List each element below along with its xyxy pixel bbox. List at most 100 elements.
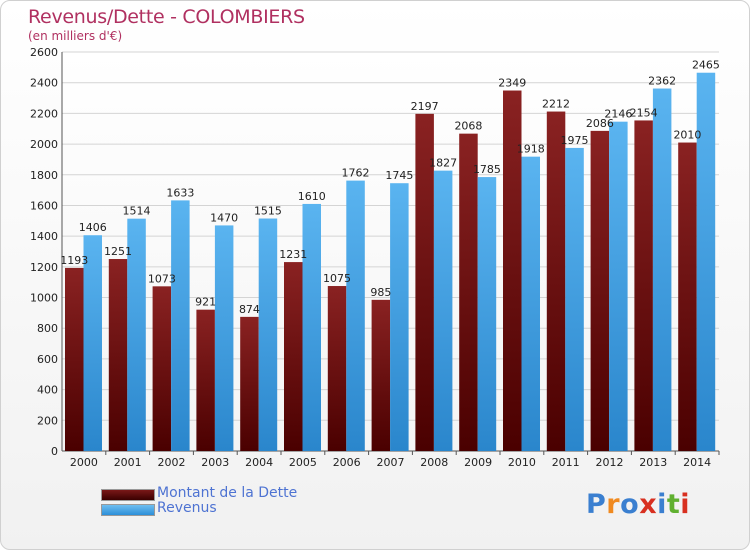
x-tick-label: 2014 [683,456,711,469]
logo-letter: i [657,489,667,520]
y-tick-label: 600 [37,353,58,366]
revenue-bar [83,235,102,451]
y-tick-label: 200 [37,414,58,427]
debt-bar [415,113,434,451]
revenue-bar [171,200,190,451]
revenue-bar [521,156,540,451]
logo-letter: x [639,489,658,520]
debt-bar [459,133,478,451]
logo-letter: r [606,489,621,520]
logo-letter: P [586,489,607,520]
x-tick-label: 2013 [639,456,667,469]
revenue-bar [609,121,628,451]
y-tick-label: 1400 [30,230,58,243]
revenue-bar [346,180,365,451]
revenue-bar [302,203,321,451]
debt-value-label: 874 [239,303,260,316]
y-tick-label: 2200 [30,107,58,120]
debt-value-label: 985 [370,286,391,299]
revenue-bar [696,72,716,451]
debt-bar [284,262,303,451]
x-tick-label: 2001 [114,456,142,469]
debt-bar [634,120,653,451]
debt-bar [327,286,347,451]
y-tick-label: 1800 [30,169,58,182]
revenue-value-label: 1610 [298,190,326,203]
revenue-bar [390,183,409,452]
debt-value-label: 2349 [498,77,526,90]
debt-value-label: 1075 [323,272,351,285]
debt-value-label: 2197 [411,100,439,113]
x-tick-label: 2010 [508,456,536,469]
debt-value-label: 2068 [454,120,482,133]
chart-title: Revenus/Dette - COLOMBIERS [28,6,305,28]
logo-letter: i [680,489,691,520]
x-tick-label: 2007 [377,456,405,469]
debt-bar [546,111,566,451]
y-tick-label: 800 [37,322,58,335]
revenue-bar [258,218,278,451]
debt-bar [678,142,697,452]
logo-letter: t [666,489,681,520]
revenue-value-label: 2146 [604,108,632,121]
legend-label-debt: Montant de la Dette [157,485,298,501]
x-tick-label: 2004 [245,456,273,469]
revenue-value-label: 1918 [517,143,545,156]
x-tick-label: 2012 [596,456,624,469]
x-tick-label: 2006 [333,456,361,469]
y-tick-label: 1000 [30,292,58,305]
debt-value-label: 2212 [542,98,570,111]
debt-bar [240,316,259,451]
revenue-value-label: 2465 [692,59,720,72]
debt-value-label: 1073 [148,272,176,285]
revenue-bar [652,88,672,451]
debt-bar [108,259,128,451]
revenue-value-label: 1762 [342,167,370,180]
logo-letter: o [620,489,640,520]
x-tick-label: 2000 [70,456,98,469]
revenue-value-label: 1515 [254,205,282,218]
y-tick-label: 2000 [30,138,58,151]
x-tick-label: 2011 [552,456,580,469]
revenue-value-label: 1406 [79,221,107,234]
debt-value-label: 2010 [673,129,701,142]
revenue-value-label: 1785 [473,163,501,176]
debt-bar [371,299,391,451]
revenue-bar [127,218,146,451]
x-tick-label: 2008 [420,456,448,469]
x-tick-label: 2003 [201,456,229,469]
legend-label-revenue: Revenus [157,500,217,516]
revenue-value-label: 1514 [123,205,151,218]
x-tick-label: 2005 [289,456,317,469]
debt-value-label: 921 [195,296,216,309]
y-tick-label: 2600 [30,46,58,59]
debt-value-label: 2154 [630,106,658,119]
revenue-value-label: 1827 [429,157,457,170]
revenue-value-label: 1975 [561,134,589,147]
debt-value-label: 1231 [279,248,307,261]
y-tick-label: 400 [37,384,58,397]
revenue-value-label: 1633 [166,186,194,199]
revenue-value-label: 1745 [385,169,413,182]
revenue-bar [565,147,584,452]
revenue-bar [477,177,497,451]
y-tick-label: 0 [51,445,58,458]
legend-swatch-revenue [101,504,155,516]
debt-value-label: 1251 [104,245,132,258]
debt-bar [590,130,610,452]
legend-swatch-debt [101,489,155,501]
debt-bar [503,90,522,451]
debt-bar [196,309,215,451]
x-tick-label: 2002 [158,456,186,469]
debt-value-label: 1193 [60,254,88,267]
revenue-value-label: 1470 [210,211,238,224]
debt-bar [65,267,84,451]
debt-value-label: 2086 [586,117,614,130]
revenue-value-label: 2362 [648,75,676,88]
proxiti-logo: Proxiti [586,489,690,520]
revenue-bar [433,170,453,451]
y-tick-label: 1600 [30,199,58,212]
y-tick-label: 1200 [30,261,58,274]
